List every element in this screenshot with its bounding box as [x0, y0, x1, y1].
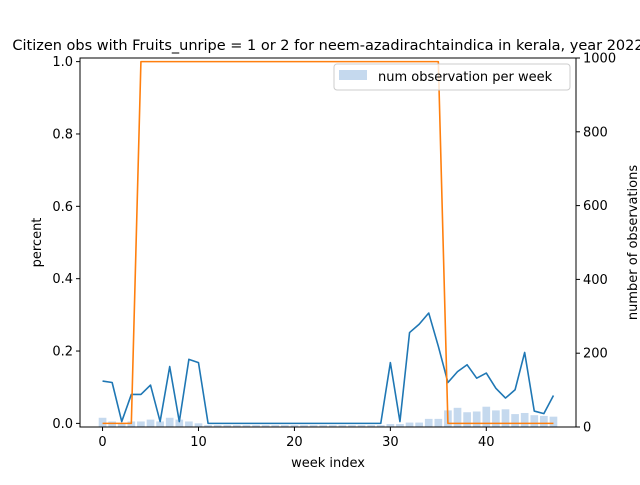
y-tick-label: 0.2: [52, 345, 73, 360]
bar-week-30: [386, 424, 395, 427]
y-tick-label: 0.0: [52, 417, 73, 432]
bar-week-5: [146, 419, 155, 427]
indicator-line: [102, 60, 554, 425]
y2-tick-label: 0: [583, 421, 591, 436]
lines-layer: [102, 60, 555, 425]
bar-week-1: [108, 421, 116, 427]
bar-week-35: [434, 418, 443, 427]
bar-week-26: [348, 425, 356, 427]
y-tick-label: 0.6: [52, 200, 73, 215]
y2-tick-label: 800: [583, 125, 608, 140]
y-axis-label: percent: [30, 218, 45, 268]
y2-axis-label: number of observations: [626, 165, 640, 320]
bar-week-3: [127, 421, 136, 427]
bar-week-24: [328, 425, 337, 427]
y-tick-label: 0.4: [52, 272, 73, 287]
bar-week-20: [290, 425, 299, 427]
legend-swatch: [339, 70, 367, 80]
bar-week-2: [117, 423, 126, 427]
y2-tick-label: 1000: [583, 52, 616, 67]
bar-week-41: [492, 410, 500, 427]
bar-week-10: [194, 423, 203, 427]
legend: num observation per week: [333, 63, 571, 91]
bar-week-47: [549, 416, 558, 427]
y2-tick-label: 600: [583, 199, 608, 214]
bar-week-4: [137, 421, 145, 427]
bar-week-39: [472, 411, 481, 427]
bar-week-25: [338, 425, 347, 427]
bar-week-38: [463, 412, 471, 427]
bar-week-12: [213, 425, 222, 427]
bar-week-45: [530, 415, 539, 427]
percent-line: [102, 312, 555, 425]
plot-frame: [79, 57, 577, 428]
y2-tick-label: 400: [583, 273, 608, 288]
bars-layer: [98, 406, 558, 427]
bar-week-42: [501, 409, 510, 427]
bar-week-13: [223, 425, 232, 427]
bar-week-37: [453, 407, 462, 427]
bar-week-33: [415, 422, 423, 427]
bar-week-21: [300, 425, 308, 427]
bar-week-14: [233, 425, 241, 427]
ticks-layer: 0 10 20 30 40 0.0 0.2 0.4 0.6 0.8 1.0 0 200 400 600 800…: [52, 52, 616, 451]
bar-week-29: [376, 425, 385, 427]
bar-week-7: [165, 417, 174, 427]
bar-week-6: [156, 421, 164, 427]
bar-week-32: [405, 422, 414, 427]
x-tick-label: 10: [190, 435, 207, 450]
bar-week-0: [98, 417, 107, 427]
bar-week-8: [175, 419, 184, 427]
bar-week-9: [185, 421, 193, 427]
bar-week-15: [242, 425, 251, 427]
legend-box: [333, 63, 571, 91]
x-tick-label: 0: [98, 435, 106, 450]
bar-week-27: [357, 425, 366, 427]
bar-week-44: [520, 412, 529, 427]
bar-week-23: [319, 425, 328, 427]
bar-week-31: [396, 424, 404, 427]
bar-week-40: [482, 406, 491, 427]
x-tick-label: 20: [286, 435, 303, 450]
bar-week-11: [204, 425, 212, 427]
bar-week-19: [280, 425, 289, 427]
bar-week-18: [271, 425, 280, 427]
bar-week-22: [309, 425, 318, 427]
legend-entry-label: num observation per week: [378, 70, 553, 85]
y-tick-label: 1.0: [52, 55, 73, 70]
bar-week-17: [261, 425, 270, 427]
chart-title: Citizen obs with Fruits_unripe = 1 or 2 …: [12, 38, 640, 54]
x-axis-label: week index: [291, 456, 365, 471]
bar-week-16: [252, 425, 260, 427]
bar-week-28: [367, 425, 376, 427]
y2-tick-label: 200: [583, 347, 608, 362]
y-tick-label: 0.8: [52, 127, 73, 142]
bar-week-43: [511, 414, 519, 427]
x-tick-label: 40: [478, 435, 495, 450]
bar-week-46: [540, 415, 548, 427]
bar-week-34: [424, 418, 433, 427]
x-tick-label: 30: [382, 435, 399, 450]
